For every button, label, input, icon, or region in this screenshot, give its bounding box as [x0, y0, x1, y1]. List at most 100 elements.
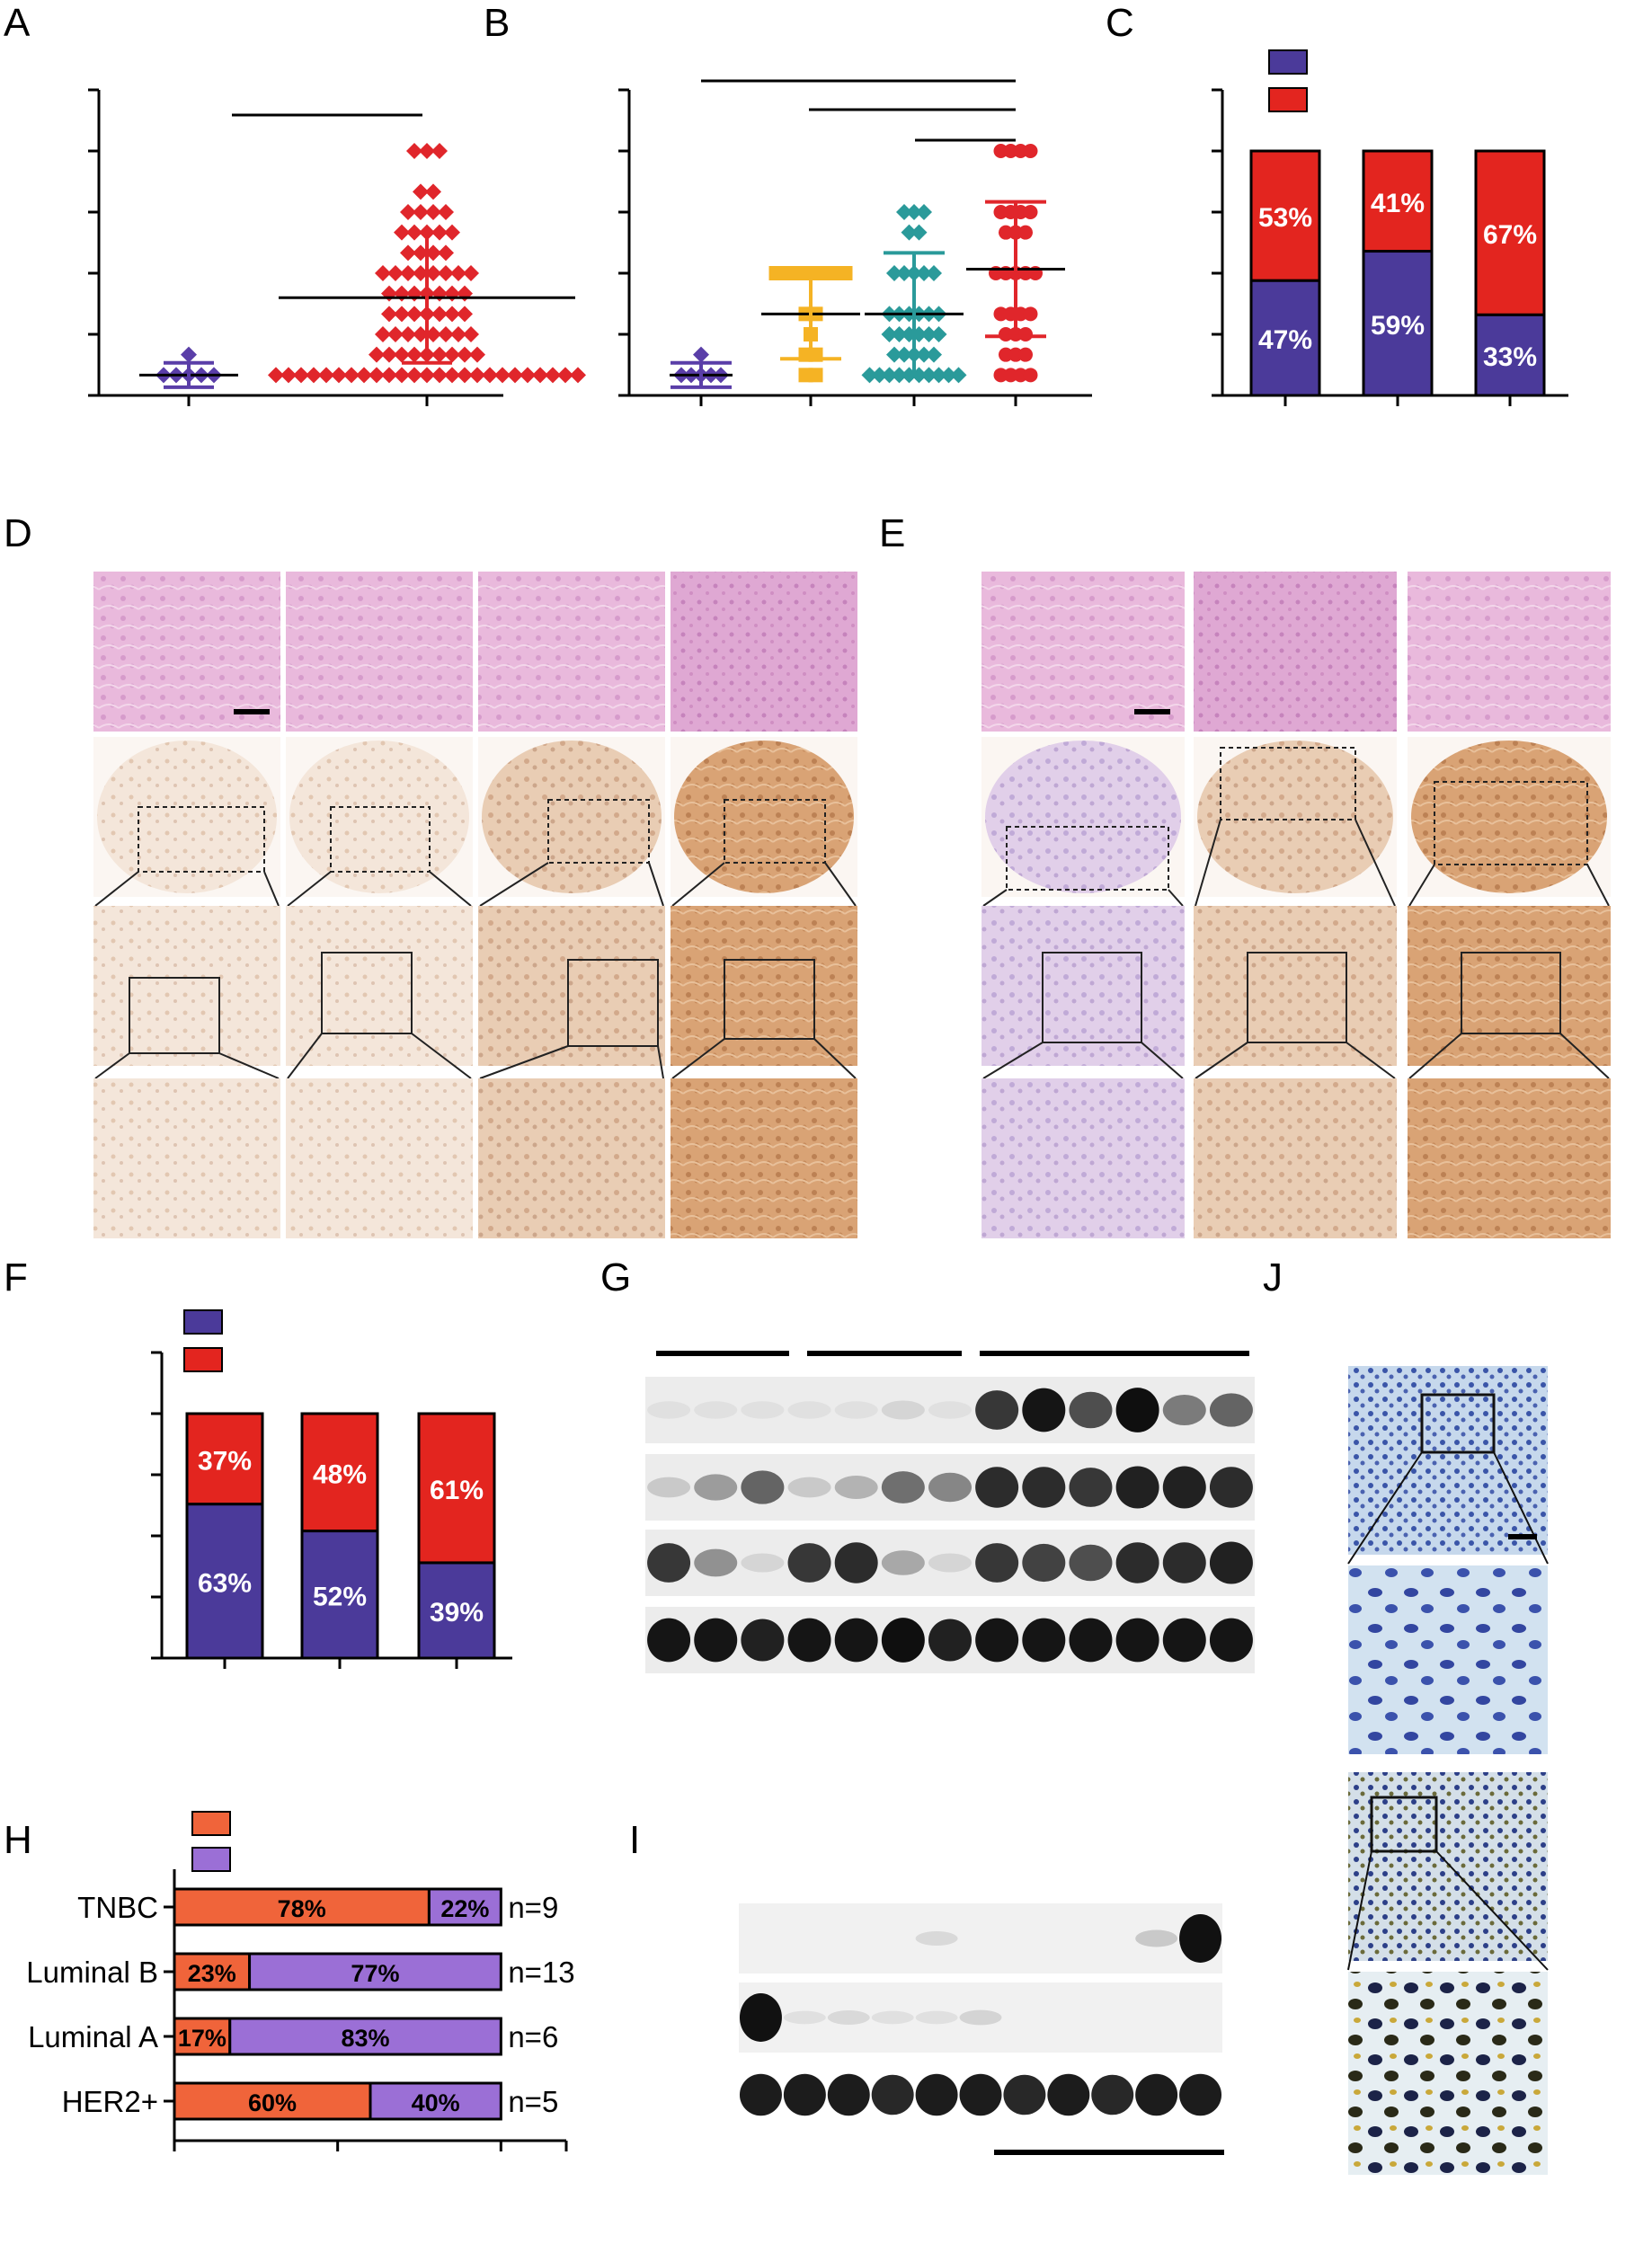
- blot-band: [915, 2010, 958, 2025]
- zoom-line: [982, 1042, 1044, 1079]
- zoom-box: [1370, 1796, 1438, 1853]
- panel-letter-a: A: [4, 1, 31, 45]
- panel-f: F 63% 37% 52% 48% 39% 61%: [4, 1255, 512, 1669]
- panel-letter-b: B: [484, 1, 510, 45]
- data-point: [394, 306, 410, 323]
- n-label: n=6: [508, 2020, 558, 2053]
- data-label: 41%: [1371, 189, 1425, 218]
- bar-segment-top: [1362, 149, 1434, 253]
- blot-band: [881, 1400, 925, 1420]
- zoom-line: [1168, 889, 1184, 907]
- data-point: [926, 265, 942, 281]
- zoom-box: [1042, 952, 1142, 1043]
- data-point: [1023, 368, 1038, 383]
- data-point: [413, 244, 429, 262]
- blot-band: [928, 1401, 972, 1419]
- data-point: [896, 346, 912, 363]
- data-point: [375, 265, 391, 281]
- tissue-core: [97, 741, 277, 893]
- n-label: n=13: [508, 1956, 574, 1989]
- zoom-line: [657, 1045, 664, 1079]
- micrograph-tile: [981, 1078, 1185, 1238]
- zoom-line: [287, 1033, 323, 1079]
- bar-segment-high: [173, 2017, 232, 2056]
- blot-band: [871, 2010, 914, 2025]
- micrograph-tile: [1194, 906, 1397, 1066]
- zoom-box: [321, 952, 413, 1034]
- zoom-line: [1195, 819, 1221, 907]
- bar-segment-low: [427, 1887, 502, 1927]
- data-label: 77%: [351, 1960, 399, 1987]
- blot-band: [975, 1618, 1019, 1663]
- blot-band: [1115, 1542, 1159, 1583]
- blot-band: [1069, 1618, 1113, 1663]
- micrograph-tile: [478, 906, 665, 1066]
- data-point: [425, 204, 441, 220]
- zoom-box: [1434, 781, 1588, 865]
- zoom-box: [1247, 952, 1347, 1043]
- data-point: [993, 306, 1008, 322]
- panel-g-western-blot: [645, 1351, 1255, 1673]
- zoom-box: [1006, 826, 1169, 891]
- panel-j-ihc: [1347, 1366, 1549, 2175]
- zoom-line: [94, 871, 139, 907]
- zoom-line: [479, 1045, 569, 1079]
- panel-j: J: [1263, 1255, 1549, 2175]
- data-point: [940, 367, 957, 384]
- blot-band: [1179, 2073, 1222, 2116]
- data-point: [916, 346, 932, 363]
- data-label: 52%: [313, 1582, 367, 1611]
- bar-segment-top: [1249, 149, 1321, 282]
- data-point: [457, 306, 473, 323]
- micrograph-tile: [286, 906, 473, 1066]
- data-point: [891, 326, 908, 342]
- data-point: [1003, 144, 1018, 158]
- data-point: [450, 265, 466, 281]
- y-tick-label: Luminal B: [26, 1956, 158, 1989]
- data-point: [406, 346, 422, 363]
- panel-letter-e: E: [879, 511, 905, 555]
- data-label: 67%: [1483, 220, 1537, 250]
- panel-a: A: [4, 1, 586, 406]
- data-point: [906, 204, 922, 220]
- data-point: [916, 204, 932, 220]
- data-point: [400, 265, 416, 281]
- tissue-core: [674, 741, 854, 893]
- legend-swatch: [183, 1347, 223, 1372]
- panel-b: B: [484, 1, 1092, 406]
- data-point: [343, 367, 360, 384]
- blot-band: [827, 2073, 870, 2116]
- data-point: [457, 285, 473, 302]
- data-label: 17%: [178, 2025, 226, 2052]
- data-point: [1013, 368, 1028, 383]
- blot-band: [1209, 1393, 1253, 1427]
- blot-band: [647, 1401, 691, 1419]
- blot-band: [787, 1477, 831, 1498]
- zoom-box: [724, 799, 826, 864]
- blot-band: [647, 1618, 691, 1663]
- micrograph-tile: [671, 1078, 857, 1238]
- zoom-box: [1461, 952, 1561, 1034]
- micrograph-tile: [478, 1078, 665, 1238]
- zoom-box: [547, 799, 650, 864]
- data-point: [494, 367, 511, 384]
- blot-band: [928, 1619, 972, 1662]
- data-point: [450, 326, 466, 342]
- data-label: 47%: [1258, 325, 1312, 355]
- zoom-line: [1586, 864, 1610, 907]
- data-label: 60%: [248, 2089, 297, 2116]
- legend-swatch: [1268, 49, 1308, 75]
- data-point: [1018, 225, 1033, 240]
- blot-band: [739, 1993, 782, 2042]
- data-point: [463, 326, 479, 342]
- data-point: [406, 306, 422, 323]
- blot-band: [1115, 1618, 1159, 1663]
- data-point: [999, 225, 1013, 240]
- data-point: [438, 244, 454, 262]
- zoom-line: [1408, 864, 1435, 907]
- data-point: [394, 346, 410, 363]
- data-point: [394, 367, 410, 384]
- data-point: [293, 367, 309, 384]
- legend-swatch: [183, 1309, 223, 1335]
- zoom-line: [411, 1033, 472, 1079]
